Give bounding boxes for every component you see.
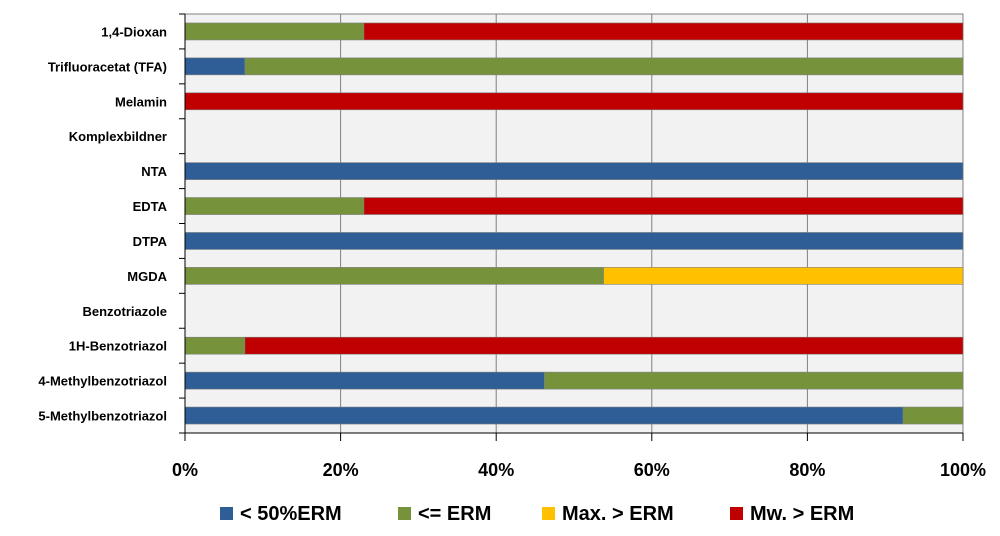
- category-label: Melamin: [115, 94, 167, 109]
- bar-segment: [184, 232, 964, 250]
- bar-segment: [363, 197, 964, 215]
- legend: < 50%ERM <= ERM Max. > ERM Mw. > ERM: [220, 503, 854, 525]
- x-tick-label: 0%: [172, 460, 198, 480]
- category-label: Benzotriazole: [82, 304, 167, 319]
- bar-segment: [184, 197, 365, 215]
- bar-segment: [544, 371, 964, 390]
- bar-segment: [603, 267, 964, 285]
- category-label: 1,4-Dioxan: [101, 24, 167, 39]
- bar-segment: [184, 162, 964, 180]
- plot-area: [179, 13, 964, 441]
- legend-label: Mw. > ERM: [750, 503, 854, 525]
- x-tick-label: 20%: [323, 460, 359, 480]
- category-labels: 1,4-Dioxan Trifluoracetat (TFA) Melamin Kom…: [38, 24, 167, 423]
- bar-segment: [184, 267, 604, 285]
- x-axis-tick-labels: 0% 20% 40% 60% 80% 100%: [172, 460, 986, 480]
- category-label: Komplexbildner: [69, 129, 167, 144]
- legend-label: < 50%ERM: [240, 503, 342, 525]
- bar-segment: [902, 406, 964, 425]
- x-tick-label: 100%: [940, 460, 986, 480]
- plot-background: [185, 14, 963, 433]
- legend-swatch: [542, 507, 555, 520]
- category-label: 5-Methylbenzotriazol: [38, 409, 167, 424]
- bar-segment: [244, 336, 964, 355]
- bar-segment: [184, 406, 904, 425]
- x-tick-label: 80%: [789, 460, 825, 480]
- bar-segment: [184, 57, 246, 76]
- bar-segment: [184, 371, 545, 390]
- legend-swatch: [398, 507, 411, 520]
- category-label: 4-Methylbenzotriazol: [38, 374, 167, 389]
- bar-segment: [184, 92, 964, 111]
- legend-label: Max. > ERM: [562, 503, 674, 525]
- category-label: Trifluoracetat (TFA): [48, 59, 167, 74]
- legend-swatch: [730, 507, 743, 520]
- legend-swatch: [220, 507, 233, 520]
- x-tick-label: 40%: [478, 460, 514, 480]
- category-label: EDTA: [133, 199, 168, 214]
- category-label: DTPA: [133, 234, 168, 249]
- category-label: MGDA: [127, 269, 167, 284]
- category-label: NTA: [141, 164, 167, 179]
- bar-segment: [184, 22, 365, 41]
- bar-segment: [184, 336, 246, 355]
- bar-segment: [363, 22, 964, 41]
- bar-segment: [244, 57, 964, 76]
- category-label: 1H-Benzotriazol: [69, 339, 167, 354]
- legend-label: <= ERM: [418, 503, 491, 525]
- x-tick-label: 60%: [634, 460, 670, 480]
